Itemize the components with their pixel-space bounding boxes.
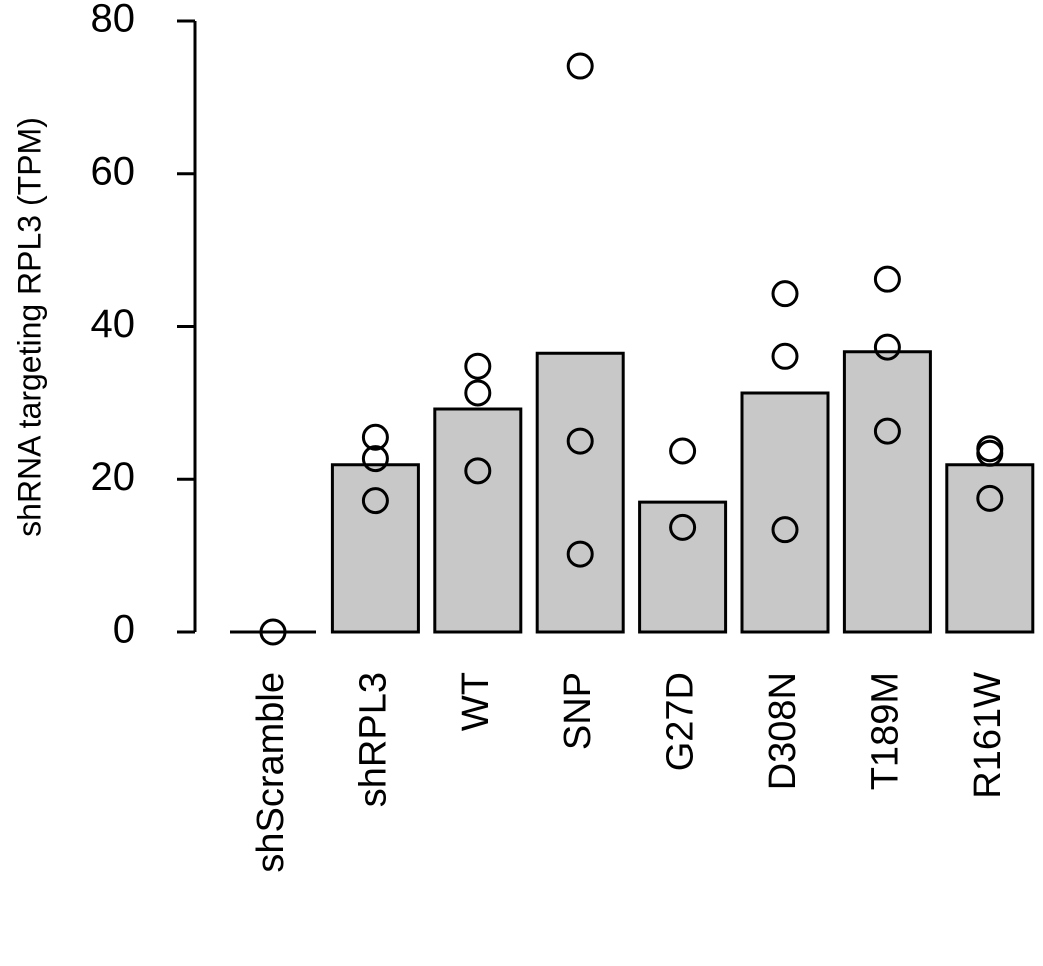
bar (433, 407, 523, 634)
y-tick-label: 60 (91, 149, 136, 193)
x-tick-label: WT (455, 672, 497, 731)
y-axis-label: shRNA targeting RPL3 (TPM) (11, 117, 47, 537)
data-point (464, 379, 492, 407)
data-point (873, 333, 901, 361)
data-point (259, 618, 287, 646)
x-tick-label: shRPL3 (352, 672, 394, 807)
data-point (361, 445, 389, 473)
data-point (873, 265, 901, 293)
data-point (771, 280, 799, 308)
data-point (976, 439, 1004, 467)
x-tick-label: R161W (967, 672, 1009, 799)
bar (945, 463, 1035, 634)
bar (330, 463, 420, 634)
y-tick-label: 20 (91, 455, 136, 499)
data-point (873, 417, 901, 445)
x-tick-label: D308N (762, 672, 804, 790)
data-point (669, 513, 697, 541)
data-point (669, 437, 697, 465)
data-point (976, 484, 1004, 512)
x-tick-label: shScramble (250, 672, 292, 873)
bar (842, 350, 932, 634)
y-tick-label: 0 (113, 608, 135, 652)
data-point (566, 540, 594, 568)
bar (535, 351, 625, 634)
y-tick-label: 40 (91, 302, 136, 346)
x-tick-label: T189M (864, 672, 906, 790)
bar (740, 391, 830, 634)
data-point (771, 342, 799, 370)
data-point (464, 457, 492, 485)
data-point (566, 52, 594, 80)
y-tick-label: 80 (91, 0, 136, 41)
data-point (361, 487, 389, 515)
bar (638, 500, 728, 634)
data-point (771, 516, 799, 544)
data-point (464, 352, 492, 380)
data-point (566, 427, 594, 455)
x-tick-label: SNP (557, 672, 599, 750)
data-point (361, 423, 389, 451)
x-tick-label: G27D (660, 672, 702, 771)
